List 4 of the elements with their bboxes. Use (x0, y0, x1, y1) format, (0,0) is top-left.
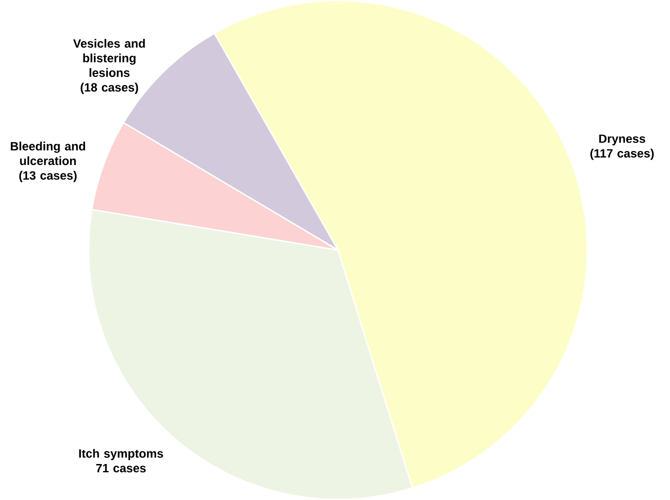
slice-label: Bleeding and ulceration (13 cases) (10, 142, 86, 182)
slice-label: Vesicles and blistering lesions (18 cases) (73, 38, 145, 94)
slice-label: Dryness (117 cases) (590, 134, 654, 160)
slice-label: Itch symptoms 71 cases (79, 448, 164, 472)
